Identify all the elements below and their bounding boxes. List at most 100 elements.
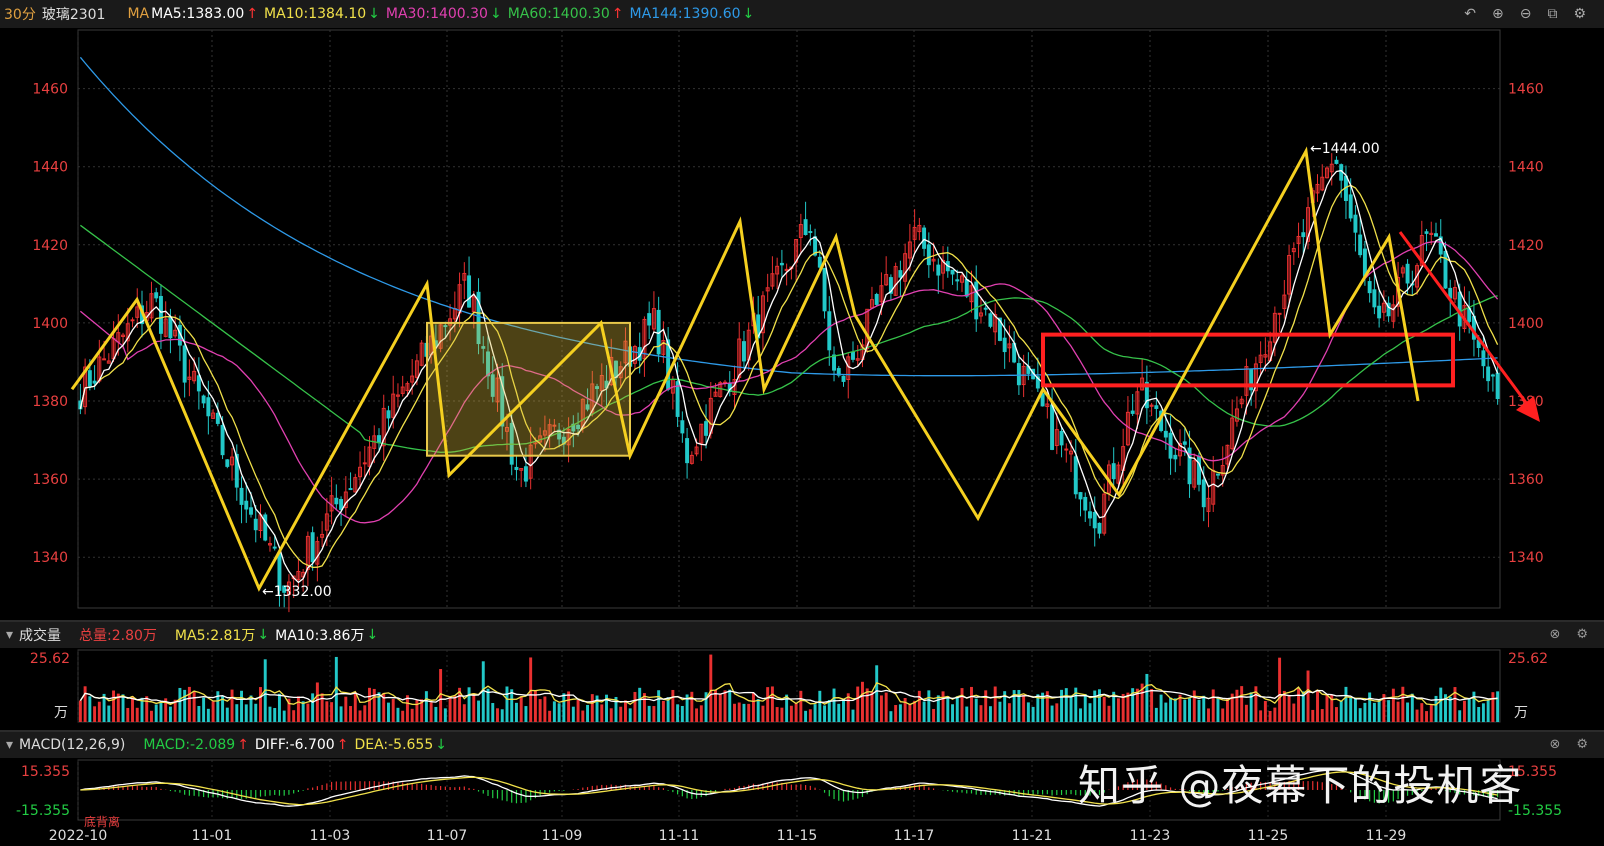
candle-body xyxy=(765,287,770,292)
volume-bar xyxy=(567,691,571,722)
candle-body xyxy=(87,370,92,387)
volume-bar xyxy=(1244,704,1248,722)
candle-body xyxy=(523,466,528,482)
candle-body xyxy=(832,354,836,371)
candle-body xyxy=(414,360,419,378)
undo-icon[interactable]: ↶ xyxy=(1464,6,1476,22)
candle-body xyxy=(1050,404,1055,450)
header-bar: 30分 玻璃2301 MA MA5:1383.00 ↑ MA10:1384.10… xyxy=(0,0,1604,28)
volume-bar xyxy=(372,688,376,722)
candle-body xyxy=(206,397,211,417)
x-tick-label: 11-03 xyxy=(310,828,351,844)
volume-bar xyxy=(927,690,931,722)
y-tick-label-right: 1460 xyxy=(1508,82,1544,98)
candle-body xyxy=(1296,235,1301,244)
symbol-label[interactable]: 玻璃2301 xyxy=(41,7,106,23)
volume-ma5: MA5:2.81万 xyxy=(174,628,256,644)
volume-bar xyxy=(605,694,608,722)
volume-bar xyxy=(1444,694,1447,722)
volume-bar xyxy=(965,706,969,722)
volume-bar xyxy=(334,656,338,722)
volume-bar xyxy=(311,693,315,722)
volume-bar xyxy=(647,705,651,722)
candle-body xyxy=(1088,511,1092,519)
volume-bar xyxy=(273,707,277,722)
candle-body xyxy=(149,293,154,319)
candle-body xyxy=(1230,417,1235,450)
volume-bar xyxy=(112,690,116,722)
candle-body xyxy=(983,307,988,310)
volume-bar xyxy=(766,687,770,722)
volume-bar xyxy=(358,710,362,722)
candle-body xyxy=(1415,265,1420,288)
close-icon[interactable]: ⊗ xyxy=(1549,737,1561,752)
volume-bar xyxy=(1017,689,1021,722)
candle-body xyxy=(760,295,765,334)
candle-body xyxy=(310,532,315,563)
volume-bar xyxy=(775,707,779,722)
candle-body xyxy=(1059,430,1064,446)
zoom-out-icon[interactable]: ⊖ xyxy=(1519,6,1532,22)
volume-bar xyxy=(131,696,134,722)
volume-bar xyxy=(1259,710,1263,722)
candle-body xyxy=(244,500,249,510)
candle-body xyxy=(263,514,268,541)
volume-bar xyxy=(1306,670,1310,722)
ma60-line xyxy=(80,224,1498,453)
volume-bar xyxy=(813,704,817,722)
candle-body xyxy=(1258,354,1263,363)
volume-bar xyxy=(97,701,101,722)
candle-body xyxy=(1419,235,1424,267)
candle-body xyxy=(239,487,244,505)
volume-bar xyxy=(1415,709,1419,722)
candle-body xyxy=(1277,312,1282,315)
volume-bar xyxy=(206,708,210,722)
ma30-value: MA30:1400.30 xyxy=(385,6,488,22)
volume-bar xyxy=(889,711,893,722)
volume-bar xyxy=(818,690,822,722)
volume-bar xyxy=(405,695,409,722)
volume-bar xyxy=(225,707,229,722)
x-tick-label: 11-09 xyxy=(542,828,583,844)
settings-icon[interactable]: ⚙ xyxy=(1576,627,1588,642)
volume-bar xyxy=(1301,691,1305,722)
candle-body xyxy=(979,312,983,317)
candle-body xyxy=(694,446,699,455)
candle-body xyxy=(1253,363,1258,392)
volume-bar xyxy=(1145,673,1149,722)
volume-bar xyxy=(1273,707,1277,722)
period-label[interactable]: 30分 xyxy=(4,7,36,23)
volume-bar xyxy=(908,703,912,722)
candle-body xyxy=(1320,176,1325,191)
volume-bar xyxy=(330,702,334,722)
candle-body xyxy=(699,423,704,444)
candle-body xyxy=(822,267,827,312)
volume-bar xyxy=(1377,699,1381,722)
settings-icon[interactable]: ⚙ xyxy=(1573,6,1586,22)
collapse-icon[interactable]: ▾ xyxy=(6,627,14,643)
candle-body xyxy=(230,456,235,466)
candle-body xyxy=(680,420,685,434)
volume-bar xyxy=(1387,700,1391,722)
candle-body xyxy=(552,424,557,427)
candle-body xyxy=(704,421,709,436)
x-tick-label: 11-11 xyxy=(659,828,700,844)
candle-body xyxy=(775,265,780,275)
candle-body xyxy=(1163,430,1168,438)
candle-body xyxy=(358,466,362,478)
settings-icon[interactable]: ⚙ xyxy=(1576,737,1588,752)
candle-body xyxy=(1244,366,1249,396)
window-icon[interactable]: ⧉ xyxy=(1547,6,1558,22)
zoom-in-icon[interactable]: ⊕ xyxy=(1491,6,1504,22)
candle-body xyxy=(377,435,381,444)
candle-body xyxy=(651,308,656,330)
candle-body xyxy=(1225,444,1230,465)
volume-unit-right: 万 xyxy=(1514,705,1528,721)
candle-body xyxy=(249,507,253,515)
collapse-icon[interactable]: ▾ xyxy=(6,737,14,753)
volume-bar xyxy=(1467,698,1471,722)
volume-bar xyxy=(121,694,125,722)
close-icon[interactable]: ⊗ xyxy=(1549,627,1561,642)
volume-bar xyxy=(1131,688,1135,722)
